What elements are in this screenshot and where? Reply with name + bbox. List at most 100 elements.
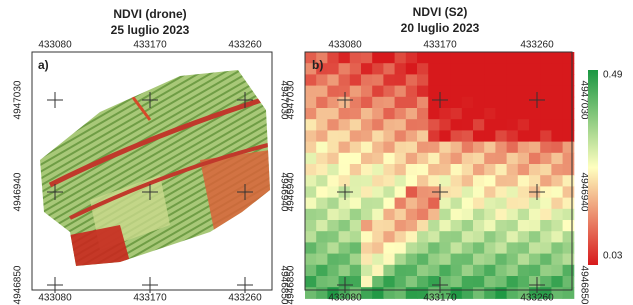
- s2-pixel: [383, 52, 395, 64]
- s2-pixel: [473, 175, 485, 187]
- s2-pixel: [484, 119, 496, 131]
- s2-pixel: [518, 265, 530, 277]
- s2-pixel: [462, 287, 474, 299]
- s2-pixel: [316, 254, 328, 266]
- colorbar-max: 0.49: [603, 70, 623, 81]
- s2-pixel: [518, 220, 530, 232]
- s2-pixel: [507, 242, 519, 254]
- s2-pixel: [395, 265, 407, 277]
- s2-pixel: [305, 265, 317, 277]
- s2-pixel: [406, 108, 418, 120]
- s2-pixel: [361, 276, 373, 288]
- s2-pixel: [327, 119, 339, 131]
- s2-pixel: [361, 74, 373, 86]
- s2-pixel: [529, 86, 541, 98]
- s2-pixel: [473, 265, 485, 277]
- s2-pixel: [361, 52, 373, 64]
- s2-pixel: [395, 175, 407, 187]
- s2-pixel: [563, 186, 575, 198]
- s2-pixel: [439, 175, 451, 187]
- s2-pixel: [339, 119, 351, 131]
- s2-pixel: [383, 254, 395, 266]
- s2-pixel: [339, 108, 351, 120]
- s2-pixel: [327, 198, 339, 210]
- s2-pixel: [507, 276, 519, 288]
- s2-pixel: [383, 175, 395, 187]
- s2-pixel: [372, 254, 384, 266]
- s2-pixel: [361, 198, 373, 210]
- s2-pixel: [361, 265, 373, 277]
- s2-pixel: [518, 130, 530, 142]
- s2-pixel: [350, 63, 362, 75]
- s2-pixel: [473, 63, 485, 75]
- s2-pixel: [540, 130, 552, 142]
- s2-pixel: [439, 153, 451, 165]
- s2-pixel: [507, 86, 519, 98]
- s2-pixel: [350, 153, 362, 165]
- s2-pixel: [495, 254, 507, 266]
- s2-pixel: [451, 198, 463, 210]
- x-coord-label: 433080: [38, 40, 72, 51]
- s2-pixel: [339, 231, 351, 243]
- s2-pixel: [350, 74, 362, 86]
- s2-pixel: [406, 97, 418, 109]
- s2-pixel: [473, 52, 485, 64]
- panel-letter: a): [38, 58, 49, 72]
- s2-pixel: [540, 119, 552, 131]
- y-coord-label: 4947030: [578, 81, 589, 120]
- s2-pixel: [395, 142, 407, 154]
- s2-pixel: [372, 97, 384, 109]
- s2-pixel: [339, 276, 351, 288]
- s2-pixel: [327, 231, 339, 243]
- s2-pixel: [395, 254, 407, 266]
- s2-pixel: [563, 119, 575, 131]
- s2-pixel: [383, 276, 395, 288]
- s2-pixel: [563, 265, 575, 277]
- s2-pixel: [495, 220, 507, 232]
- s2-pixel: [495, 86, 507, 98]
- s2-pixel: [462, 130, 474, 142]
- s2-pixel: [428, 130, 440, 142]
- s2-pixel: [361, 242, 373, 254]
- s2-pixel: [395, 276, 407, 288]
- s2-pixel: [462, 198, 474, 210]
- s2-pixel: [361, 175, 373, 187]
- s2-pixel: [428, 86, 440, 98]
- s2-pixel: [451, 153, 463, 165]
- s2-pixel: [428, 265, 440, 277]
- s2-pixel: [316, 130, 328, 142]
- y-coord-label: 4946940: [286, 172, 297, 211]
- s2-image: [305, 52, 574, 299]
- s2-pixel: [495, 63, 507, 75]
- s2-pixel: [406, 153, 418, 165]
- s2-pixel: [462, 231, 474, 243]
- x-coord-label: 433170: [133, 40, 167, 51]
- s2-pixel: [473, 153, 485, 165]
- s2-pixel: [339, 142, 351, 154]
- s2-pixel: [529, 52, 541, 64]
- s2-pixel: [540, 265, 552, 277]
- s2-pixel: [563, 287, 575, 299]
- s2-pixel: [518, 242, 530, 254]
- s2-pixel: [439, 74, 451, 86]
- s2-pixel: [551, 231, 563, 243]
- s2-pixel: [417, 164, 429, 176]
- s2-pixel: [495, 97, 507, 109]
- s2-pixel: [473, 242, 485, 254]
- s2-pixel: [383, 198, 395, 210]
- y-coord-label: 4947030: [286, 80, 297, 119]
- s2-pixel: [507, 74, 519, 86]
- s2-pixel: [428, 254, 440, 266]
- s2-pixel: [507, 108, 519, 120]
- s2-pixel: [327, 97, 339, 109]
- s2-pixel: [484, 52, 496, 64]
- s2-pixel: [462, 97, 474, 109]
- s2-pixel: [327, 242, 339, 254]
- s2-pixel: [350, 164, 362, 176]
- s2-pixel: [372, 265, 384, 277]
- x-coord-label: 433170: [423, 293, 457, 304]
- s2-pixel: [484, 242, 496, 254]
- s2-pixel: [383, 86, 395, 98]
- s2-pixel: [507, 153, 519, 165]
- s2-pixel: [361, 130, 373, 142]
